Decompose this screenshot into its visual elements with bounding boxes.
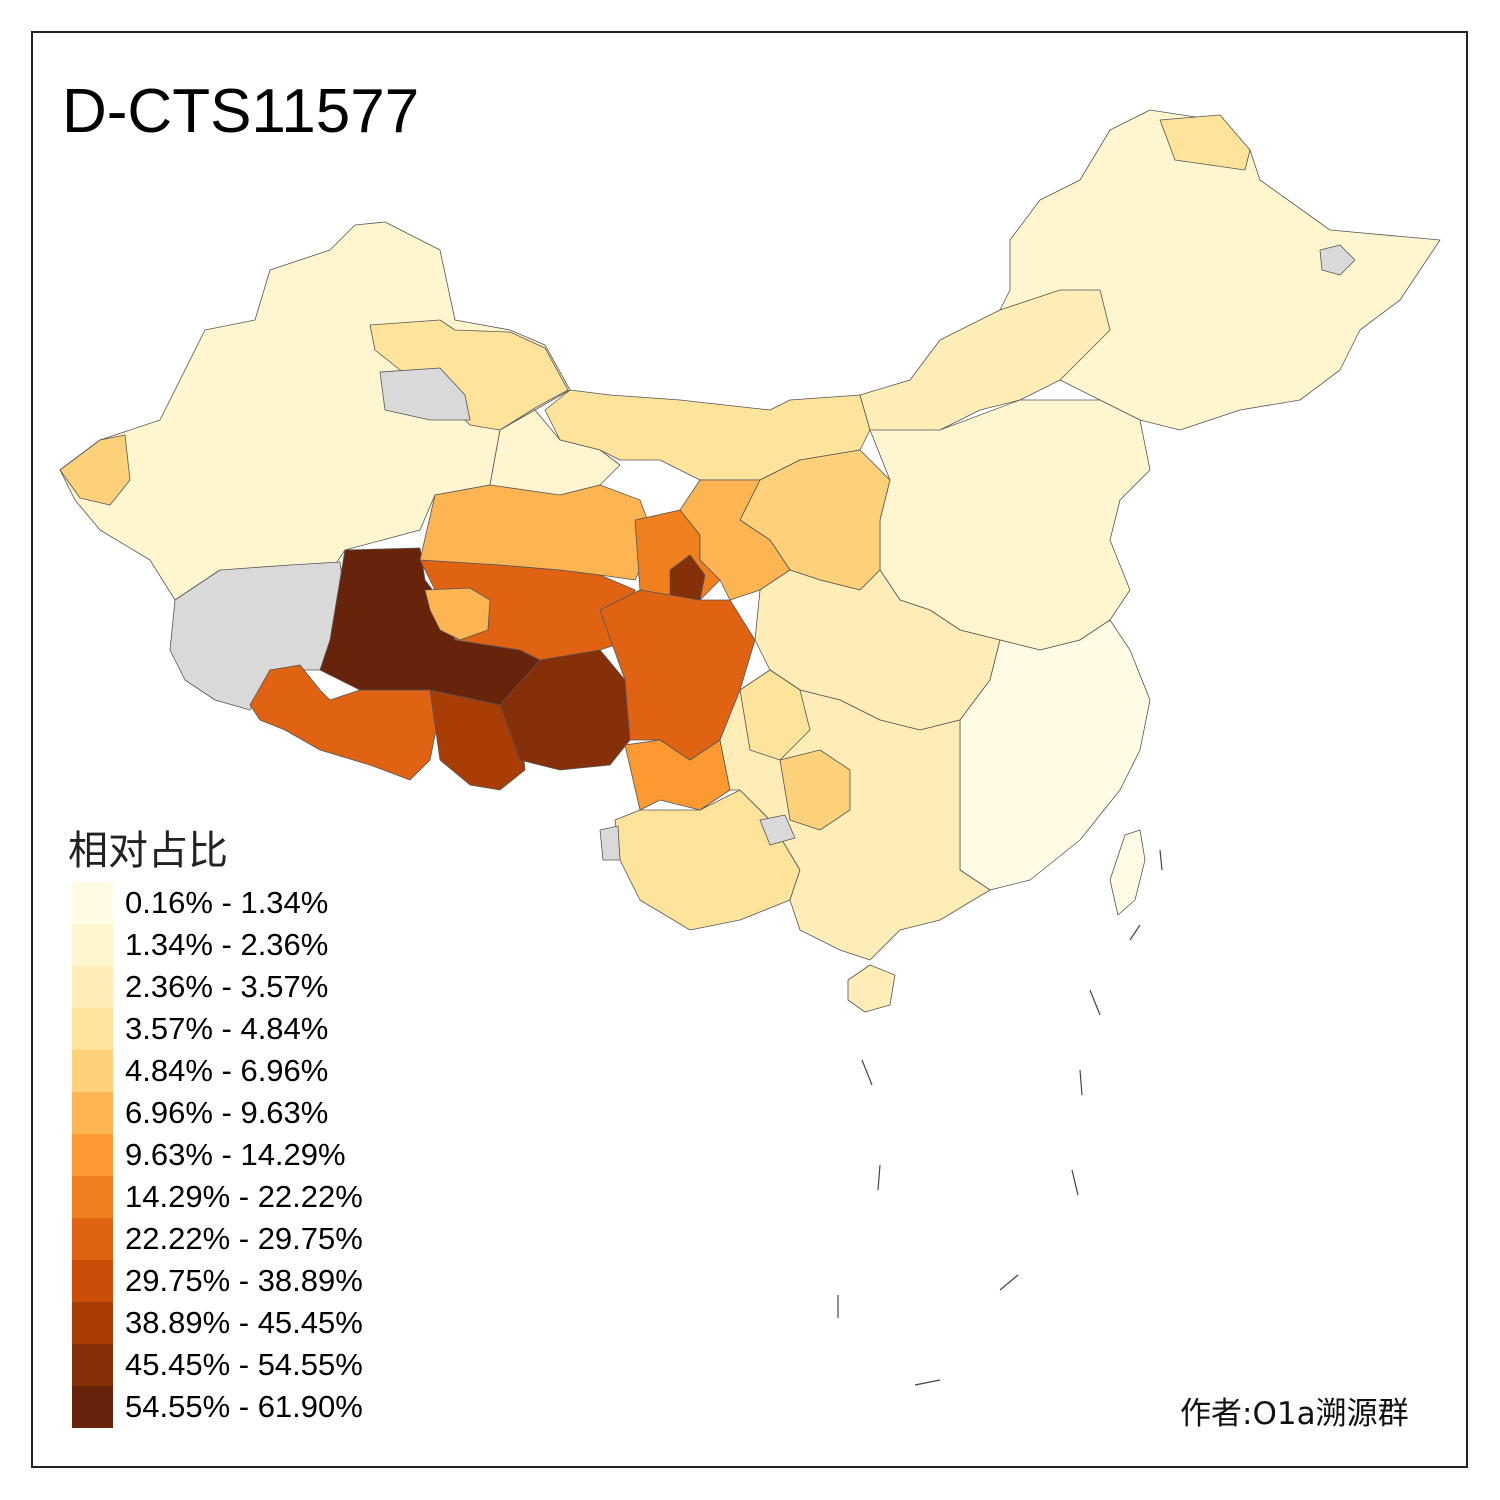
legend-swatch <box>72 1092 113 1134</box>
region-northeast <box>989 109 1441 431</box>
south-china-sea-boundary <box>837 849 1163 1386</box>
region-daxinganling <box>1159 114 1251 171</box>
legend-label: 0.16% - 1.34% <box>125 885 329 920</box>
region-guizhou <box>779 749 851 831</box>
region-sichuan-basin <box>739 669 811 761</box>
region-xinjiang-north <box>369 319 569 431</box>
legend-swatch <box>72 966 113 1008</box>
legend-swatch <box>72 1050 113 1092</box>
legend-swatch <box>72 1008 113 1050</box>
region-hainan <box>847 964 896 1013</box>
region-xinjiang-west <box>59 434 131 506</box>
legend-row: 9.63% - 14.29% <box>72 1134 363 1176</box>
legend-row: 22.22% - 29.75% <box>72 1218 363 1260</box>
legend-row: 14.29% - 22.22% <box>72 1176 363 1218</box>
legend-swatch <box>72 1260 113 1302</box>
legend-label: 3.57% - 4.84% <box>125 1011 329 1046</box>
legend-label: 2.36% - 3.57% <box>125 969 329 1004</box>
legend-swatch <box>72 1176 113 1218</box>
region-nodata-heilongjiang <box>1319 244 1356 276</box>
legend-label: 4.84% - 6.96% <box>125 1053 329 1088</box>
author-credit: 作者:O1a溯源群 <box>1180 1396 1409 1432</box>
legend-label: 6.96% - 9.63% <box>125 1095 329 1130</box>
legend-row: 6.96% - 9.63% <box>72 1092 363 1134</box>
legend-label: 22.22% - 29.75% <box>125 1221 363 1256</box>
legend-row: 3.57% - 4.84% <box>72 1008 363 1050</box>
legend-row: 2.36% - 3.57% <box>72 966 363 1008</box>
map-frame <box>31 31 1468 1468</box>
region-qinghai-lake <box>424 587 491 641</box>
legend-label: 1.34% - 2.36% <box>125 927 329 962</box>
legend-label: 29.75% - 38.89% <box>125 1263 363 1298</box>
legend-label: 54.55% - 61.90% <box>125 1389 363 1424</box>
legend-row: 54.55% - 61.90% <box>72 1386 363 1428</box>
legend-swatch <box>72 1344 113 1386</box>
legend-swatch <box>72 1386 113 1428</box>
legend-row: 45.45% - 54.55% <box>72 1344 363 1386</box>
legend-row: 4.84% - 6.96% <box>72 1050 363 1092</box>
region-taiwan <box>1109 829 1146 916</box>
legend-swatch <box>72 1134 113 1176</box>
region-gansu-east <box>679 479 791 601</box>
legend-label: 38.89% - 45.45% <box>125 1305 363 1340</box>
legend-title: 相对占比 <box>68 828 228 874</box>
legend-label: 45.45% - 54.55% <box>125 1347 363 1382</box>
region-nodata-xj <box>379 367 471 421</box>
legend-row: 29.75% - 38.89% <box>72 1260 363 1302</box>
legend-label: 9.63% - 14.29% <box>125 1137 346 1172</box>
region-nodata-guangxi <box>759 814 796 846</box>
legend: 0.16% - 1.34% 1.34% - 2.36% 2.36% - 3.57% 3… <box>72 882 363 1428</box>
legend-swatch <box>72 1302 113 1344</box>
legend-swatch <box>72 882 113 924</box>
legend-swatch <box>72 924 113 966</box>
legend-row: 0.16% - 1.34% <box>72 882 363 924</box>
legend-swatch <box>72 1218 113 1260</box>
region-nodata-yunnan <box>599 825 621 861</box>
legend-row: 1.34% - 2.36% <box>72 924 363 966</box>
map-title: D-CTS11577 <box>62 77 420 146</box>
legend-label: 14.29% - 22.22% <box>125 1179 363 1214</box>
legend-row: 38.89% - 45.45% <box>72 1302 363 1344</box>
